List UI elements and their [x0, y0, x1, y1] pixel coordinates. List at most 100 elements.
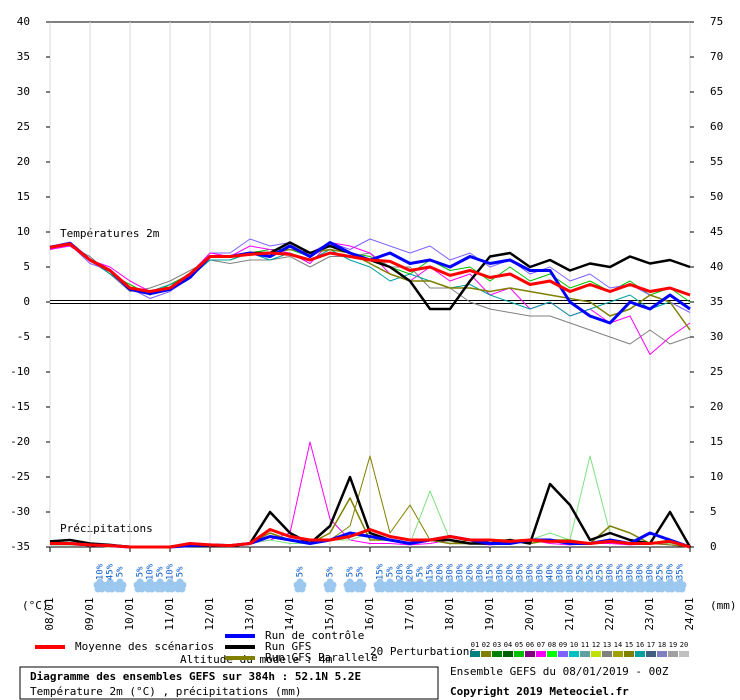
y-tick-label: -20 — [10, 435, 30, 448]
bubble-part — [486, 578, 494, 586]
precip-probability-label: 20% — [506, 563, 516, 580]
bubble-part — [658, 585, 666, 593]
y2-tick-label: 10 — [710, 470, 723, 483]
bubble-part — [328, 585, 336, 593]
perturbation-swatch — [591, 651, 601, 657]
x-tick-label: 21/01 — [563, 597, 576, 630]
perturbation-swatch — [481, 651, 491, 657]
y2-tick-label: 5 — [710, 505, 717, 518]
bubble-part — [418, 585, 426, 593]
x-tick-label: 20/01 — [523, 597, 536, 630]
bubble-part — [416, 578, 424, 586]
bubble-part — [298, 585, 306, 593]
perturbation-code: 12 — [592, 641, 600, 649]
precip-bubble — [473, 578, 487, 593]
precip-bubble — [113, 578, 127, 593]
precip-bubble — [173, 578, 187, 593]
y-tick-label: 0 — [23, 295, 30, 308]
bubble-part — [156, 578, 164, 586]
bubble-part — [108, 585, 116, 593]
perturbation-swatch — [580, 651, 590, 657]
bubble-part — [358, 585, 366, 593]
bubble-part — [576, 578, 584, 586]
bubble-part — [546, 578, 554, 586]
bubble-part — [428, 585, 436, 593]
perturbation-code: 08 — [548, 641, 556, 649]
y2-tick-label: 60 — [710, 120, 723, 133]
bubble-part — [668, 585, 676, 593]
bubble-part — [116, 578, 124, 586]
altitude-note: Altitude du modele : 4m — [180, 653, 333, 666]
precip-bubble — [673, 578, 687, 593]
precip-probability-label: 25% — [576, 563, 586, 580]
precip-probability-label: 30% — [446, 563, 456, 580]
y2-tick-label: 35 — [710, 295, 723, 308]
precip-bubble — [293, 578, 307, 593]
perturbations-label: 20 Perturbations — [370, 645, 476, 658]
y2-tick-label: 50 — [710, 190, 723, 203]
precip-probability-label: 5% — [156, 566, 166, 577]
bubble-part — [508, 585, 516, 593]
precip-probability-label: 30% — [476, 563, 486, 580]
perturbation-swatch — [646, 651, 656, 657]
bubble-part — [568, 585, 576, 593]
perturbation-code: 02 — [482, 641, 490, 649]
precip-probability-label: 30% — [666, 563, 676, 580]
perturbation-swatch — [558, 651, 568, 657]
precip-probability-label: 5% — [176, 566, 186, 577]
bubble-part — [458, 585, 466, 593]
perturbation-code: 19 — [669, 641, 677, 649]
bubble-part — [138, 585, 146, 593]
y2-tick-label: 0 — [710, 540, 717, 553]
precip-probability-label: 5% — [416, 566, 426, 577]
perturbation-code: 14 — [614, 641, 622, 649]
x-tick-label: 10/01 — [123, 597, 136, 630]
bubble-part — [456, 578, 464, 586]
bubble-part — [106, 578, 114, 586]
perturbation-code: 09 — [559, 641, 567, 649]
perturbation-code: 10 — [570, 641, 578, 649]
bubble-part — [438, 585, 446, 593]
y-tick-label: 5 — [23, 260, 30, 273]
x-tick-label: 16/01 — [363, 597, 376, 630]
x-tick-label: 09/01 — [83, 597, 96, 630]
y2-tick-label: 45 — [710, 225, 723, 238]
precip-bubble — [323, 578, 337, 593]
bubble-part — [148, 585, 156, 593]
y2-tick-label: 70 — [710, 50, 723, 63]
bubble-part — [436, 578, 444, 586]
bubble-part — [528, 585, 536, 593]
bubble-part — [616, 578, 624, 586]
bubble-part — [398, 585, 406, 593]
x-tick-label: 18/01 — [443, 597, 456, 630]
perturbation-swatch — [525, 651, 535, 657]
y2-tick-label: 15 — [710, 435, 723, 448]
perturbation-swatch — [547, 651, 557, 657]
bubble-part — [588, 585, 596, 593]
perturbation-swatch — [624, 651, 634, 657]
precip-bubble — [613, 578, 627, 593]
bubble-part — [478, 585, 486, 593]
bubble-part — [146, 578, 154, 586]
precip-probability-label: 25% — [656, 563, 666, 580]
precip-probability-label: 30% — [626, 563, 636, 580]
y-tick-label: 15 — [17, 190, 30, 203]
bubble-part — [628, 585, 636, 593]
bubble-part — [598, 585, 606, 593]
precip-probability-label: 5% — [136, 566, 146, 577]
precip-bubble — [563, 578, 577, 593]
perturbation-code: 15 — [625, 641, 633, 649]
bubble-part — [648, 585, 656, 593]
y-tick-label: 20 — [17, 155, 30, 168]
y-tick-label: -5 — [17, 330, 30, 343]
bubble-part — [646, 578, 654, 586]
perturbation-code: 13 — [603, 641, 611, 649]
bubble-part — [678, 585, 686, 593]
series-line — [49, 238, 691, 313]
bubble-part — [386, 578, 394, 586]
y-tick-label: -25 — [10, 470, 30, 483]
precip-probability-label: 30% — [526, 563, 536, 580]
bubble-part — [178, 585, 186, 593]
x-tick-label: 23/01 — [643, 597, 656, 630]
